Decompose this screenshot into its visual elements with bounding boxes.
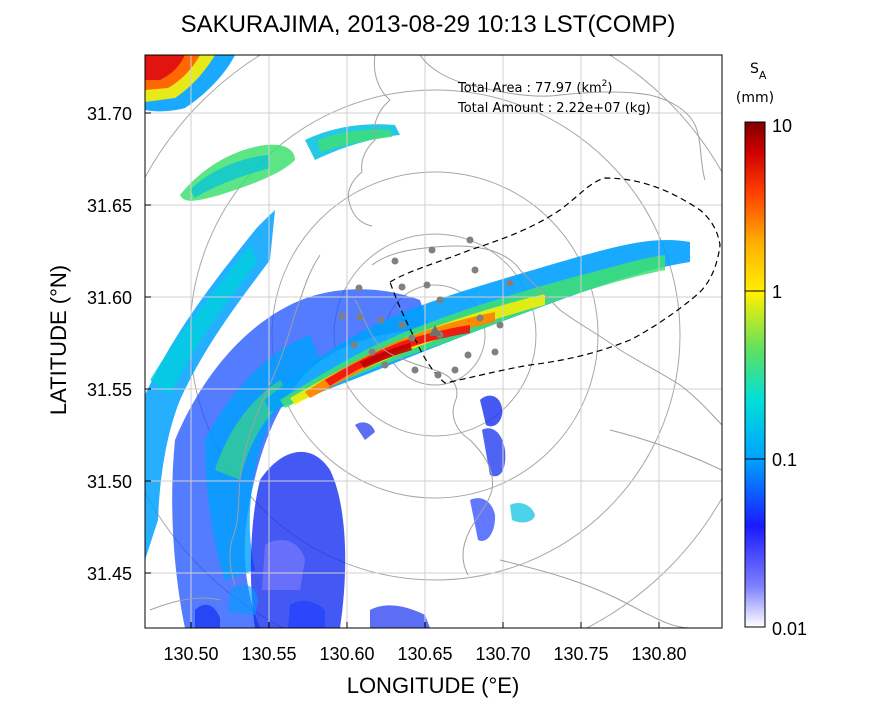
- coastline: [149, 55, 722, 628]
- y-tick-label: 31.70: [87, 104, 132, 124]
- colorbar-tick-label: 1: [772, 282, 782, 302]
- y-axis-label: LATITUDE (°N): [46, 265, 71, 415]
- total-area-annotation: Total Area : 77.97 (km2): [457, 79, 612, 96]
- plot-frame: [144, 54, 723, 629]
- grid-lines: [145, 55, 722, 628]
- y-tick-label: 31.45: [87, 564, 132, 584]
- colorbar: [744, 121, 766, 628]
- x-tick-label: 130.75: [553, 644, 608, 664]
- y-tick-labels: 31.45 31.50 31.55 31.60 31.65 31.70: [87, 104, 132, 584]
- x-tick-label: 130.60: [319, 644, 374, 664]
- colorbar-title: SA: [750, 61, 767, 82]
- x-tick-label: 130.70: [475, 644, 530, 664]
- station-markers: [338, 236, 514, 379]
- vent-marker: [429, 325, 441, 336]
- colorbar-tick-label: 0.1: [772, 450, 797, 470]
- colorbar-tick-labels: 0.01 0.1 1 10: [772, 116, 807, 639]
- axis-ticks: [145, 112, 660, 628]
- deposit-field: [145, 55, 690, 628]
- x-tick-label: 130.80: [631, 644, 686, 664]
- chart-title: SAKURAJIMA, 2013-08-29 10:13 LST(COMP): [181, 11, 676, 38]
- x-axis-label: LONGITUDE (°E): [347, 673, 520, 698]
- y-tick-label: 31.50: [87, 472, 132, 492]
- x-tick-labels: 130.50 130.55 130.60 130.65 130.70 130.7…: [163, 644, 686, 664]
- colorbar-unit: (mm): [736, 90, 774, 106]
- x-tick-label: 130.65: [397, 644, 452, 664]
- x-tick-label: 130.55: [241, 644, 296, 664]
- colorbar-ticks: [745, 290, 765, 460]
- colorbar-tick-label: 10: [772, 116, 792, 136]
- boundary-dashed: [389, 177, 721, 384]
- colorbar-tick-label: 0.01: [772, 619, 807, 639]
- y-tick-label: 31.55: [87, 380, 132, 400]
- x-tick-label: 130.50: [163, 644, 218, 664]
- total-amount-annotation: Total Amount : 2.22e+07 (kg): [457, 101, 651, 116]
- y-tick-label: 31.65: [87, 196, 132, 216]
- y-tick-label: 31.60: [87, 288, 132, 308]
